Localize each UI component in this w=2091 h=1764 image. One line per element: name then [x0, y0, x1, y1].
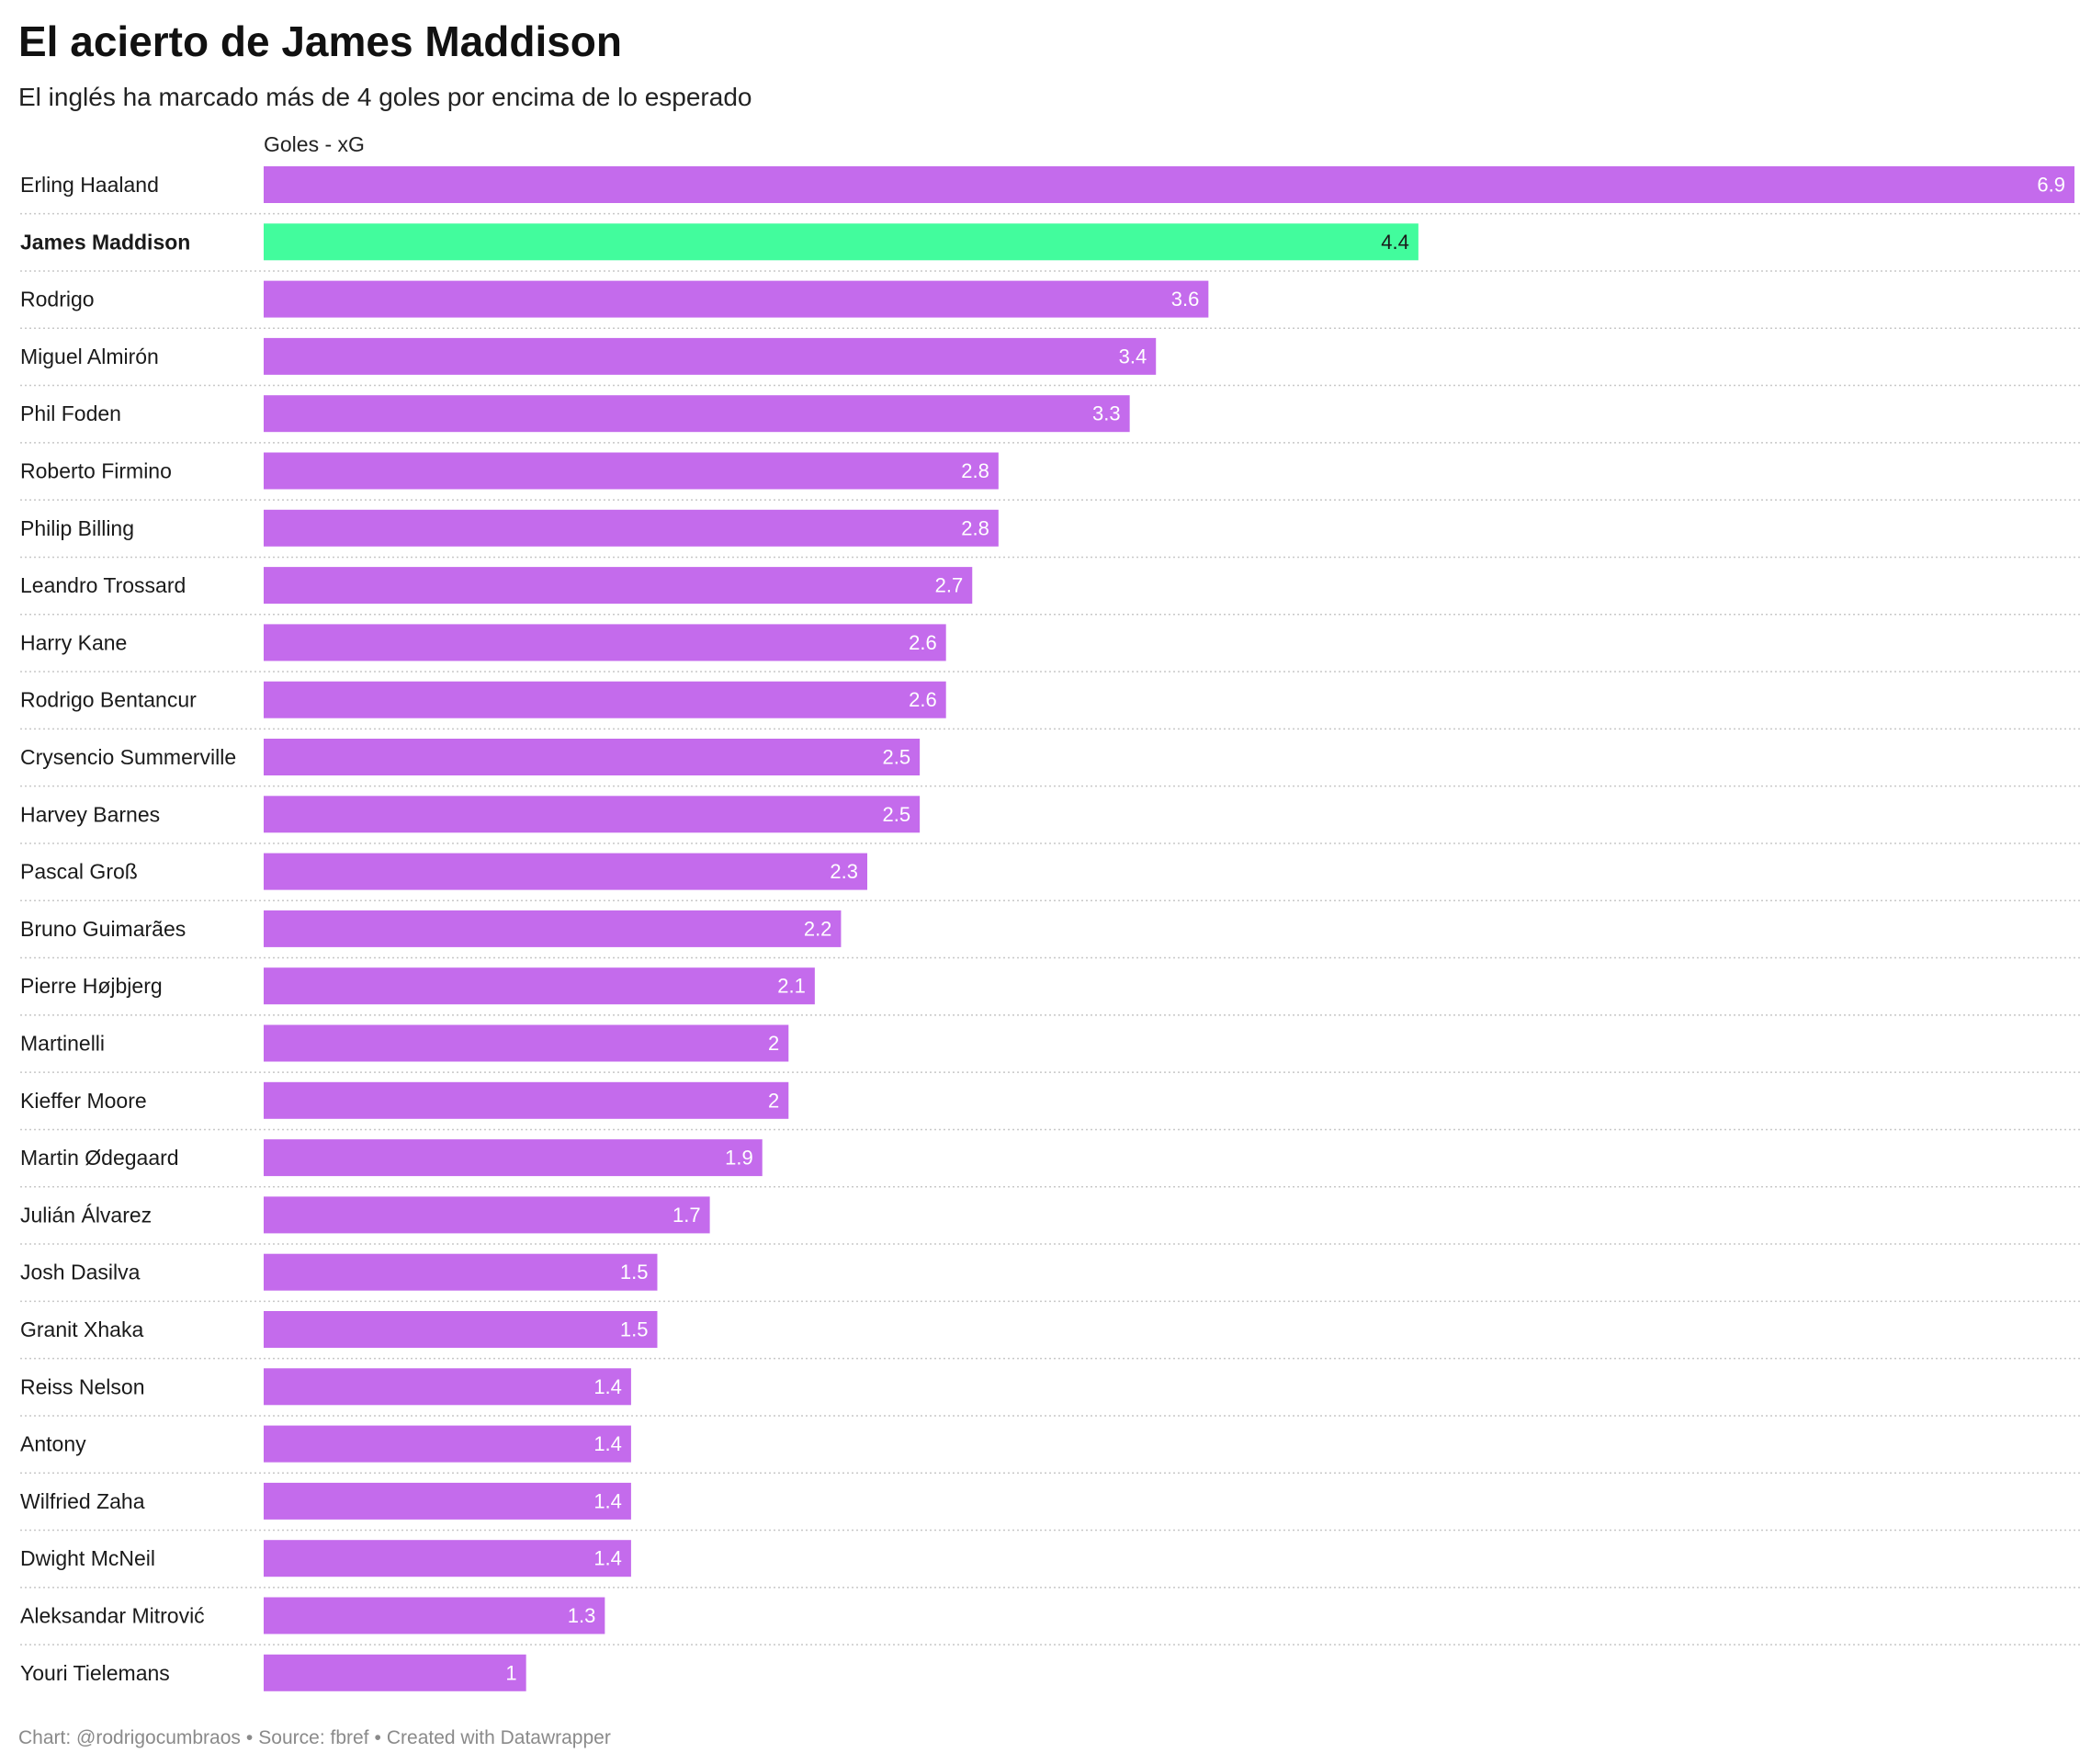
bar	[264, 1139, 763, 1177]
category-label: Martinelli	[20, 1032, 105, 1056]
value-label: 1.5	[620, 1318, 649, 1341]
category-label: Roberto Firmino	[20, 459, 172, 483]
category-label: Harry Kane	[20, 630, 127, 654]
bar-highlight	[264, 223, 1418, 261]
chart-footer: Chart: @rodrigocumbraos • Source: fbref • Cr…	[18, 1727, 611, 1749]
chart-title: El acierto de James Maddison	[18, 17, 623, 65]
value-label: 1.4	[593, 1432, 622, 1455]
bar	[264, 1597, 605, 1634]
bar-chart: Erling Haaland 6.9 James Maddison 4.4 Rodrig…	[20, 166, 2080, 1691]
category-label: Miguel Almirón	[20, 345, 159, 368]
category-label: Granit Xhaka	[20, 1317, 143, 1341]
chart-subtitle: El inglés ha marcado más de 4 goles por …	[18, 83, 752, 111]
bar	[264, 1482, 631, 1520]
value-label: 2.3	[830, 860, 858, 883]
value-label: 2.5	[883, 746, 911, 769]
footer-source: Source: fbref	[258, 1727, 369, 1748]
bar	[264, 1654, 526, 1691]
bar	[264, 853, 867, 890]
bar	[264, 1024, 789, 1062]
footer-created-with: Created with Datawrapper	[386, 1727, 611, 1748]
category-label: Reiss Nelson	[20, 1374, 145, 1398]
bar	[264, 509, 999, 547]
bar	[264, 1196, 710, 1234]
value-label: 1.7	[673, 1204, 701, 1227]
bar	[264, 1253, 658, 1291]
value-label: 3.3	[1092, 402, 1121, 425]
value-label: 2.2	[804, 917, 832, 940]
category-label: James Maddison	[20, 230, 190, 254]
value-label: 2.1	[777, 975, 806, 998]
category-label: Bruno Guimarães	[20, 917, 186, 941]
bar	[264, 1081, 789, 1119]
category-label: Pascal Groß	[20, 860, 138, 884]
bar	[264, 1425, 631, 1463]
value-label: 1.5	[620, 1261, 649, 1283]
category-label: Kieffer Moore	[20, 1089, 147, 1113]
category-label: Dwight McNeil	[20, 1546, 155, 1570]
bar	[264, 624, 946, 662]
category-label: Pierre Højbjerg	[20, 974, 163, 998]
bar	[264, 967, 815, 1005]
bar	[264, 452, 999, 490]
value-label: 2.7	[935, 574, 964, 597]
category-label: Harvey Barnes	[20, 802, 160, 826]
bar	[264, 681, 946, 718]
category-label: Julián Álvarez	[20, 1203, 152, 1227]
category-label: Youri Tielemans	[20, 1661, 170, 1685]
footer-separator: •	[374, 1727, 381, 1748]
category-label: Leandro Trossard	[20, 573, 186, 597]
category-label: Phil Foden	[20, 401, 121, 425]
category-label: Crysencio Summerville	[20, 745, 236, 769]
category-label: Antony	[20, 1432, 86, 1456]
bar	[264, 739, 921, 775]
category-label: Rodrigo	[20, 288, 95, 311]
bar	[264, 1311, 658, 1348]
bar	[264, 166, 2074, 203]
bar	[264, 395, 1130, 433]
category-label: Martin Ødegaard	[20, 1146, 179, 1170]
value-label: 2.5	[883, 803, 911, 826]
bar	[264, 337, 1157, 375]
bar	[264, 567, 973, 605]
category-label: Josh Dasilva	[20, 1261, 141, 1284]
value-label: 3.6	[1171, 288, 1200, 311]
value-label: 2.8	[961, 516, 989, 539]
value-label: 1.4	[593, 1547, 622, 1570]
category-label: Rodrigo Bentancur	[20, 688, 197, 712]
bar	[264, 796, 921, 833]
value-label: 2.8	[961, 459, 989, 482]
value-label: 3.4	[1119, 345, 1147, 368]
value-label: 1.9	[725, 1147, 753, 1170]
value-label: 6.9	[2037, 174, 2065, 197]
bar	[264, 280, 1209, 318]
value-label: 1.4	[593, 1489, 622, 1512]
value-label: 2.6	[909, 688, 937, 711]
value-label: 1	[505, 1661, 516, 1684]
category-label: Aleksandar Mitrović	[20, 1604, 205, 1628]
footer-credit: Chart: @rodrigocumbraos	[18, 1727, 241, 1748]
value-column-header: Goles - xG	[264, 132, 365, 156]
value-label: 2.6	[909, 631, 937, 654]
category-label: Philip Billing	[20, 516, 134, 540]
footer-separator: •	[245, 1727, 254, 1748]
value-label: 2	[768, 1032, 779, 1055]
value-label: 1.3	[568, 1604, 596, 1627]
category-label: Wilfried Zaha	[20, 1489, 145, 1513]
bar	[264, 1540, 631, 1577]
value-label: 2	[768, 1089, 779, 1112]
value-label: 1.4	[593, 1375, 622, 1398]
bar	[264, 910, 842, 947]
value-label: 4.4	[1381, 231, 1409, 254]
category-label: Erling Haaland	[20, 173, 159, 197]
bar	[264, 1368, 631, 1406]
